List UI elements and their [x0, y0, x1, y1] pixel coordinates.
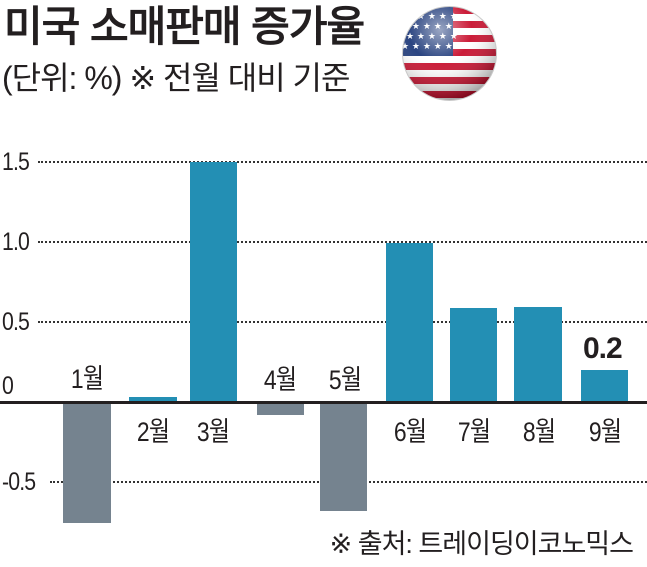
chart-subtitle: (단위: %) ※ 전월 대비 기준	[2, 60, 350, 96]
month-label: 2월	[136, 417, 170, 447]
bar-jul	[450, 308, 497, 402]
bar-sep	[581, 370, 628, 402]
y-tick-label: 1.0	[2, 228, 30, 256]
chart-title: 미국 소매판매 증가율	[4, 3, 365, 50]
month-label: 9월	[588, 417, 622, 447]
gridline	[38, 241, 647, 243]
bar-jan	[63, 403, 111, 523]
month-label: 5월	[328, 365, 362, 395]
bar-apr	[257, 403, 304, 415]
value-label-sep: 0.2	[583, 332, 623, 365]
month-label: 6월	[393, 417, 427, 447]
y-tick-label: -0.5	[2, 468, 36, 496]
month-label: 1월	[70, 364, 104, 394]
y-tick-label: 0	[2, 372, 14, 400]
month-label: 4월	[263, 365, 297, 395]
y-tick-label: 0.5	[2, 308, 30, 336]
zero-baseline	[0, 401, 647, 404]
bar-aug	[514, 307, 562, 402]
source-note: ※ 출처: 트레이딩이코노믹스	[329, 529, 634, 559]
y-tick-label: 1.5	[2, 148, 30, 176]
month-label: 3월	[196, 417, 230, 447]
us-flag-globe-icon: ★ ★ ★ ★ ★ ★ ★ ★ ★ ★ ★ ★ ★ ★ ★ ★ ★ ★ ★ ★	[402, 6, 497, 101]
bar-may	[320, 403, 367, 511]
bar-jun	[386, 243, 433, 402]
gridline	[38, 321, 647, 323]
month-label: 8월	[522, 417, 556, 447]
month-label: 7월	[457, 417, 491, 447]
gridline	[38, 161, 647, 163]
bar-feb	[129, 397, 177, 402]
bar-mar	[190, 162, 237, 402]
